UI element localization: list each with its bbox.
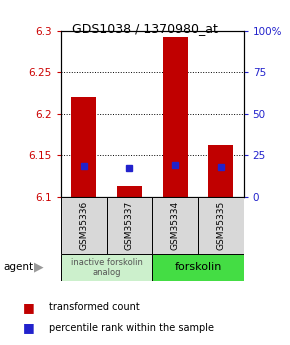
- Text: GDS1038 / 1370980_at: GDS1038 / 1370980_at: [72, 22, 218, 36]
- Bar: [117, 186, 142, 197]
- Text: ■: ■: [23, 321, 35, 334]
- Text: forskolin: forskolin: [174, 263, 222, 272]
- Text: ■: ■: [23, 300, 35, 314]
- Bar: [106, 197, 152, 254]
- Bar: [152, 254, 244, 281]
- Bar: [162, 37, 188, 197]
- Bar: [71, 97, 96, 197]
- Bar: [208, 145, 233, 197]
- Bar: [198, 197, 244, 254]
- Text: GSM35337: GSM35337: [125, 200, 134, 250]
- Text: transformed count: transformed count: [49, 302, 140, 312]
- Text: GSM35336: GSM35336: [79, 200, 88, 250]
- Text: GSM35335: GSM35335: [216, 200, 225, 250]
- Text: agent: agent: [3, 263, 33, 272]
- Text: ▶: ▶: [34, 261, 44, 274]
- Text: GSM35334: GSM35334: [171, 200, 180, 250]
- Bar: [61, 254, 152, 281]
- Bar: [61, 197, 106, 254]
- Text: percentile rank within the sample: percentile rank within the sample: [49, 323, 214, 333]
- Bar: [152, 197, 198, 254]
- Text: inactive forskolin
analog: inactive forskolin analog: [71, 258, 142, 277]
